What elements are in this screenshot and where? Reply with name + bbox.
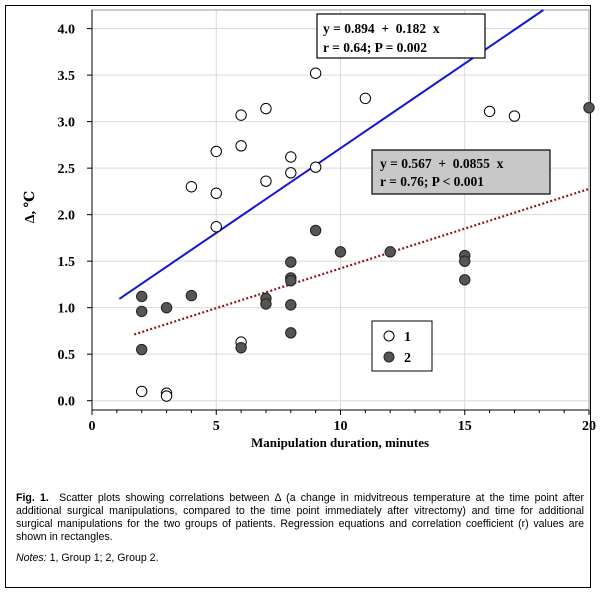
data-point-series-1 xyxy=(508,110,521,122)
y-tick-label: 4.0 xyxy=(58,23,76,38)
data-points xyxy=(136,67,595,402)
eq2-line1: y = 0.567 + 0.0855 x xyxy=(380,156,504,171)
data-point-series-2 xyxy=(285,256,297,268)
legend: 1 2 xyxy=(371,320,433,372)
notes-text: 1, Group 1; 2, Group 2. xyxy=(49,552,159,564)
y-tick-label: 2.5 xyxy=(58,162,76,177)
data-point-series-1 xyxy=(235,109,247,121)
y-tick-label: 0.0 xyxy=(58,395,76,410)
y-tick-label: 3.5 xyxy=(58,69,76,84)
data-point-series-2 xyxy=(583,101,595,114)
data-point-series-2 xyxy=(235,341,247,354)
data-point-series-1 xyxy=(309,67,322,79)
data-point-series-1 xyxy=(260,175,272,187)
x-axis-label: Manipulation duration, minutes xyxy=(251,435,429,450)
ticks: 0 5 10 15 20 0.0 0.5 1.0 1.5 2.0 2.5 3.0 3.5 4.0 xyxy=(58,23,597,434)
grid xyxy=(91,10,590,410)
y-tick-label: 1.0 xyxy=(58,302,76,317)
y-tick-label: 0.5 xyxy=(58,348,76,363)
data-point-series-1 xyxy=(210,187,222,199)
data-point-series-1 xyxy=(210,145,222,158)
notes-label: Notes: xyxy=(16,552,47,564)
figure-notes: Notes: 1, Group 1; 2, Group 2. xyxy=(16,552,576,564)
data-point-series-2 xyxy=(384,246,396,258)
y-tick-label: 2.0 xyxy=(58,209,76,224)
data-point-series-2 xyxy=(285,299,297,311)
x-tick-label: 15 xyxy=(458,419,472,434)
figure-frame xyxy=(5,5,591,588)
data-point-series-2 xyxy=(334,246,347,258)
data-point-series-1 xyxy=(160,390,173,402)
data-point-series-2 xyxy=(185,289,198,302)
y-tick-label: 3.0 xyxy=(58,116,76,131)
data-point-series-2 xyxy=(459,255,471,267)
data-point-series-2 xyxy=(285,327,297,339)
data-point-series-2 xyxy=(136,305,148,318)
legend-marker-1 xyxy=(383,330,395,342)
y-tick-label: 1.5 xyxy=(58,255,76,270)
data-point-series-1 xyxy=(235,140,247,152)
data-point-series-1 xyxy=(285,167,297,179)
data-point-series-2 xyxy=(136,290,148,303)
x-tick-label: 0 xyxy=(89,419,96,434)
x-tick-label: 20 xyxy=(582,419,596,434)
x-tick-label: 5 xyxy=(213,419,220,434)
legend-label-2: 2 xyxy=(404,351,411,366)
equation-box-2: y = 0.567 + 0.0855 x r = 0.76; P < 0.001 xyxy=(371,149,551,195)
data-point-series-2 xyxy=(260,298,272,310)
equation-box-1: y = 0.894 + 0.182 x r = 0.64; P = 0.002 xyxy=(316,13,486,59)
caption-label: Fig. 1. xyxy=(16,492,49,504)
data-point-series-1 xyxy=(309,161,322,173)
data-point-series-1 xyxy=(136,385,148,398)
figure-caption: Fig. 1. Scatter plots showing correlatio… xyxy=(16,492,584,544)
y-axis-label: Δ, ℃ xyxy=(23,191,38,224)
data-point-series-2 xyxy=(285,274,297,287)
data-point-series-1 xyxy=(285,151,297,163)
data-point-series-1 xyxy=(210,221,222,233)
data-point-series-1 xyxy=(483,105,496,118)
data-point-series-1 xyxy=(359,92,372,105)
eq1-line1: y = 0.894 + 0.182 x xyxy=(323,21,440,36)
caption-text: Scatter plots showing correlations betwe… xyxy=(16,492,584,543)
eq2-line2: r = 0.76; P < 0.001 xyxy=(380,174,484,189)
data-point-series-2 xyxy=(136,343,148,356)
data-point-series-1 xyxy=(260,102,272,115)
x-tick-label: 10 xyxy=(334,419,348,434)
legend-marker-2 xyxy=(383,351,395,363)
data-point-series-2 xyxy=(309,224,322,237)
eq1-line2: r = 0.64; P = 0.002 xyxy=(323,40,427,55)
data-point-series-2 xyxy=(459,274,471,286)
data-point-series-2 xyxy=(160,301,173,314)
legend-label-1: 1 xyxy=(404,330,411,345)
data-point-series-1 xyxy=(185,181,198,193)
